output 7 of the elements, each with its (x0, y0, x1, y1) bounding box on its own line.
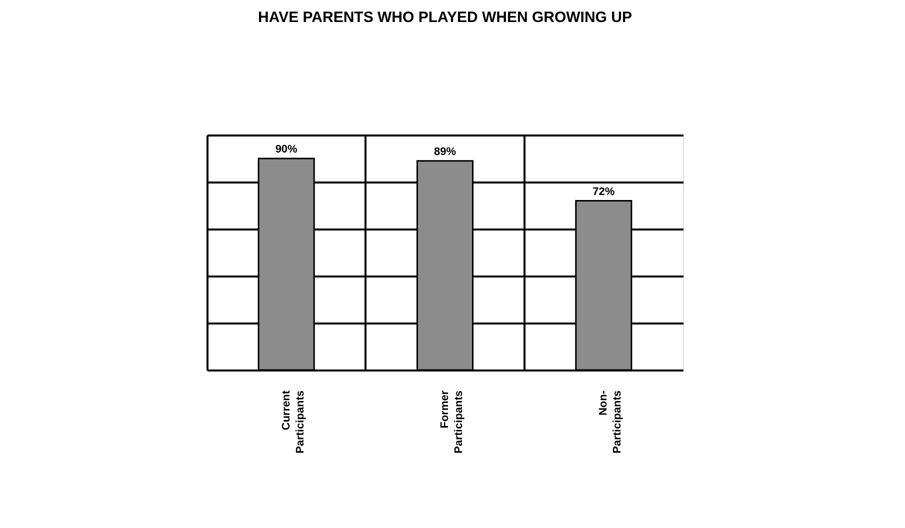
x-tick-label: Current Participants (280, 390, 306, 454)
data-label: 72% (592, 186, 615, 198)
data-label: 89% (434, 146, 456, 158)
x-tick-label: Former Participants (439, 390, 465, 454)
x-tick-label: Non-Participants (598, 390, 624, 454)
data-label: 90% (275, 144, 298, 156)
chart-title: HAVE PARENTS WHO PLAYED WHEN GROWING UP (258, 9, 632, 26)
